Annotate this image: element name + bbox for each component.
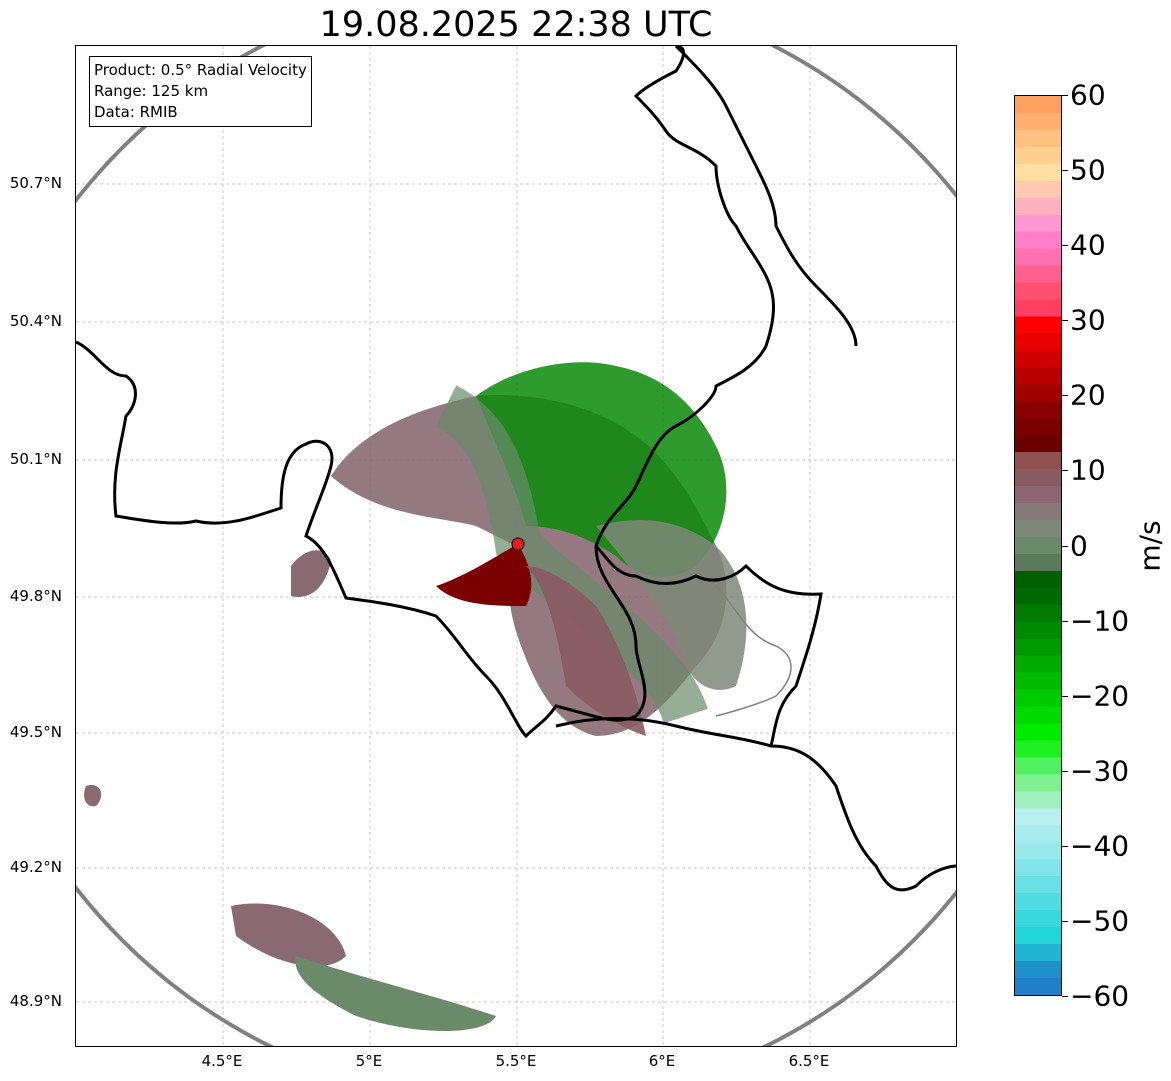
colorbar-tick <box>1062 695 1068 697</box>
colorbar-tick <box>1062 545 1068 547</box>
colorbar-tick-label: 40 <box>1070 228 1106 262</box>
echo-south-receding <box>526 566 646 736</box>
colorbar-tick-label: −30 <box>1070 754 1130 788</box>
colorbar-tick <box>1062 770 1068 772</box>
colorbar-tick-label: −60 <box>1070 979 1130 1013</box>
product-info-box: Product: 0.5° Radial Velocity Range: 125… <box>89 56 312 127</box>
colorbar-unit-label: m/s <box>1133 520 1167 572</box>
echo-west-blob <box>84 785 102 807</box>
colorbar-tick-label: 30 <box>1070 303 1106 337</box>
echo-sw-streak <box>231 903 346 967</box>
radar-site-marker <box>511 537 525 551</box>
range-label: Range: 125 km <box>94 82 209 100</box>
latitude-label: 50.7°N <box>9 174 62 192</box>
longitude-label: 5°E <box>355 1052 383 1070</box>
latitude-label: 48.9°N <box>9 992 62 1010</box>
border-belgium-france-west <box>76 46 775 739</box>
echo-east-band <box>596 520 747 690</box>
colorbar-tick-label: −40 <box>1070 829 1130 863</box>
colorbar-tick-label: −20 <box>1070 679 1130 713</box>
colorbar-tick-label: 10 <box>1070 453 1106 487</box>
product-label: Product: 0.5° Radial Velocity <box>94 61 307 79</box>
colorbar-tick <box>1062 996 1068 997</box>
data-source-label: Data: RMIB <box>94 103 178 121</box>
echo-northwest-area <box>291 550 331 597</box>
colorbar-tick-label: −10 <box>1070 604 1130 638</box>
country-borders <box>76 46 956 892</box>
colorbar-tick-label: 0 <box>1070 529 1088 562</box>
echo-core-receding <box>436 544 532 606</box>
border-luxembourg-east <box>594 544 823 747</box>
latitude-label: 49.2°N <box>9 858 62 876</box>
colorbar-tick <box>1062 470 1068 472</box>
colorbar-tick <box>1062 620 1068 622</box>
echo-south-streak <box>295 956 496 1031</box>
colorbar-tick <box>1062 395 1068 397</box>
latitude-label: 50.4°N <box>9 312 62 330</box>
map-title: 19.08.2025 22:38 UTC <box>319 5 713 45</box>
colorbar-tick-label: 20 <box>1070 378 1106 412</box>
colorbar-tick-label: 60 <box>1070 78 1106 112</box>
radar-map-canvas <box>76 46 956 1046</box>
colorbar-tick <box>1062 170 1068 172</box>
velocity-colorbar <box>1014 95 1062 996</box>
longitude-label: 5.5°E <box>495 1052 537 1070</box>
colorbar-tick <box>1062 95 1068 96</box>
longitude-label: 6°E <box>648 1052 676 1070</box>
colorbar-tick <box>1062 245 1068 247</box>
colorbar-tick <box>1062 845 1068 847</box>
latitude-label: 50.1°N <box>9 450 62 468</box>
colorbar-tick <box>1062 920 1068 922</box>
longitude-label: 6.5°E <box>788 1052 830 1070</box>
velocity-echoes <box>84 362 747 1031</box>
colorbar-tick <box>1062 320 1068 322</box>
border-germany-france <box>555 717 956 892</box>
border-germany-north <box>674 46 858 347</box>
border-luxembourg-internal <box>715 585 792 717</box>
colorbar-tick-label: −50 <box>1070 904 1130 938</box>
latitude-label: 49.5°N <box>9 723 62 741</box>
latitude-label: 49.8°N <box>9 587 62 605</box>
colorbar-tick-label: 50 <box>1070 153 1106 187</box>
longitude-label: 4.5°E <box>201 1052 243 1070</box>
radar-map[interactable]: Product: 0.5° Radial Velocity Range: 125… <box>75 45 957 1047</box>
